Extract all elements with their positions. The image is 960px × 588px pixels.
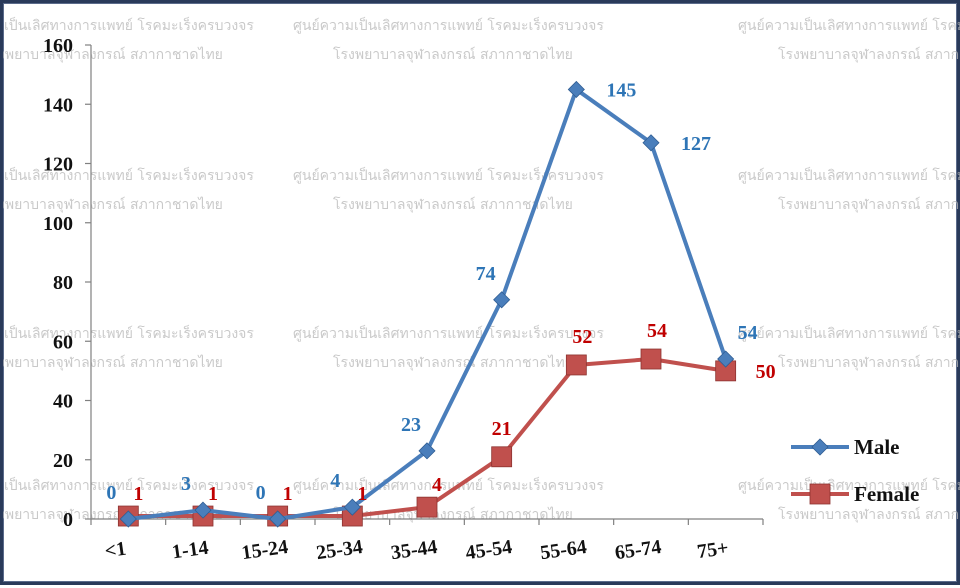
legend-label-female: Female — [854, 482, 919, 506]
legend-label-male: Male — [854, 435, 899, 459]
male-data-label: 127 — [681, 133, 711, 155]
male-data-label: 0 — [106, 482, 116, 504]
legend: Male Female — [791, 435, 919, 506]
watermark-text: โรงพยาบาลจุฬาลงกรณ์ สภากาชาดไทย — [333, 354, 573, 371]
x-tick-label: 35-44 — [390, 536, 439, 564]
male-data-label: 54 — [738, 322, 758, 344]
watermark-text: ศูนย์ความเป็นเลิศทางการแพทย์ โรคมะเร็งคร… — [3, 476, 254, 494]
watermark-text: ศูนย์ความเป็นเลิศทางการแพทย์ โรคมะเร็งคร… — [738, 324, 960, 342]
male-data-label: 4 — [330, 470, 340, 492]
y-tick-label: 100 — [43, 213, 73, 235]
y-tick-label: 60 — [53, 331, 73, 353]
female-data-label: 54 — [647, 320, 667, 342]
watermark-text: โรงพยาบาลจุฬาลงกรณ์ สภากาชาดไทย — [778, 46, 960, 63]
y-tick-label: 40 — [53, 391, 73, 413]
female-data-label: 1 — [283, 483, 293, 505]
male-data-point — [642, 134, 660, 152]
y-tick-label: 140 — [43, 94, 73, 116]
watermark-text: ศูนย์ความเป็นเลิศทางการแพทย์ โรคมะเร็งคร… — [738, 16, 960, 34]
watermark-text: ศูนย์ความเป็นเลิศทางการแพทย์ โรคมะเร็งคร… — [3, 16, 254, 34]
watermark-text: ศูนย์ความเป็นเลิศทางการแพทย์ โรคมะเร็งคร… — [738, 476, 960, 494]
x-tick-label: 45-54 — [464, 536, 513, 564]
female-data-point — [491, 446, 513, 468]
watermark-text: โรงพยาบาลจุฬาลงกรณ์ สภากาชาดไทย — [778, 354, 960, 371]
watermark-text: โรงพยาบาลจุฬาลงกรณ์ สภากาชาดไทย — [778, 506, 960, 523]
watermark-text: โรงพยาบาลจุฬาลงกรณ์ สภากาชาดไทย — [778, 196, 960, 213]
male-data-label: 145 — [606, 79, 636, 101]
female-data-label: 21 — [492, 418, 512, 440]
male-data-label: 74 — [476, 263, 496, 285]
female-data-point — [565, 354, 587, 376]
y-tick-label: 160 — [43, 35, 73, 57]
y-tick-label: 120 — [43, 154, 73, 176]
x-tick-label: 55-64 — [539, 536, 588, 564]
y-tick-label: 0 — [63, 509, 73, 531]
male-data-point — [418, 442, 436, 460]
male-data-label: 3 — [181, 473, 191, 495]
male-data-label: 0 — [256, 482, 266, 504]
male-data-point — [343, 498, 361, 516]
y-tick-label: 20 — [53, 450, 73, 472]
watermark-text: ศูนย์ความเป็นเลิศทางการแพทย์ โรคมะเร็งคร… — [738, 166, 960, 184]
male-data-point — [567, 80, 585, 99]
female-data-point — [416, 496, 438, 518]
watermark-text: ศูนย์ความเป็นเลิศทางการแพทย์ โรคมะเร็งคร… — [3, 166, 254, 184]
male-data-point — [269, 510, 287, 528]
female-data-label: 50 — [756, 361, 776, 383]
series-lines — [117, 80, 737, 528]
male-data-point — [119, 510, 137, 528]
x-tick-label: 65-74 — [614, 536, 663, 564]
watermark-text: ศูนย์ความเป็นเลิศทางการแพทย์ โรคมะเร็งคร… — [3, 324, 254, 342]
watermark-text: ศูนย์ความเป็นเลิศทางการแพทย์ โรคมะเร็งคร… — [293, 324, 604, 342]
female-data-label: 4 — [432, 474, 442, 496]
x-tick-label: 1-14 — [170, 537, 209, 564]
x-tick-label: <1 — [103, 538, 127, 563]
male-data-point — [717, 350, 735, 368]
watermark-text: ศูนย์ความเป็นเลิศทางการแพทย์ โรคมะเร็งคร… — [293, 16, 604, 34]
y-tick-label: 80 — [53, 272, 73, 294]
x-tick-label: 15-24 — [240, 536, 289, 564]
watermark-text: โรงพยาบาลจุฬาลงกรณ์ สภากาชาดไทย — [3, 46, 223, 63]
female-data-label: 52 — [572, 326, 592, 348]
watermark-text: โรงพยาบาลจุฬาลงกรณ์ สภากาชาดไทย — [333, 196, 573, 213]
female-data-label: 1 — [357, 483, 367, 505]
male-data-label: 23 — [401, 414, 421, 436]
female-data-label: 1 — [133, 483, 143, 505]
watermark-text: โรงพยาบาลจุฬาลงกรณ์ สภากาชาดไทย — [333, 46, 573, 63]
watermark-text: โรงพยาบาลจุฬาลงกรณ์ สภากาชาดไทย — [3, 354, 223, 371]
watermark-layer: ศูนย์ความเป็นเลิศทางการแพทย์ โรคมะเร็งคร… — [3, 16, 960, 523]
female-data-point — [640, 348, 662, 370]
male-data-point — [194, 501, 212, 519]
watermark-text: ศูนย์ความเป็นเลิศทางการแพทย์ โรคมะเร็งคร… — [293, 166, 604, 184]
male-data-point — [493, 291, 511, 309]
watermark-text: ศูนย์ความเป็นเลิศทางการแพทย์ โรคมะเร็งคร… — [293, 476, 604, 494]
legend-marker — [811, 438, 829, 456]
line-chart: ศูนย์ความเป็นเลิศทางการแพทย์ โรคมะเร็งคร… — [3, 16, 960, 564]
female-data-label: 1 — [208, 483, 218, 505]
x-tick-label: 25-34 — [315, 536, 364, 564]
x-tick-label: 75+ — [696, 537, 730, 563]
watermark-text: โรงพยาบาลจุฬาลงกรณ์ สภากาชาดไทย — [3, 196, 223, 213]
legend-marker — [809, 483, 831, 505]
